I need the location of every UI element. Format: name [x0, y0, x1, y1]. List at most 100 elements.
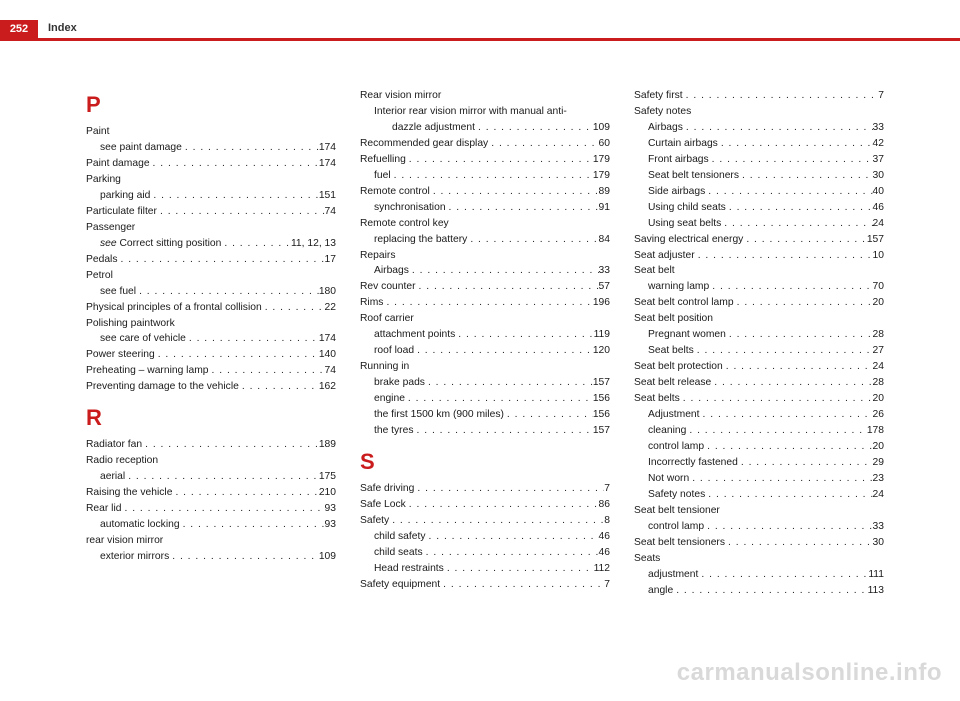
entry-leader: . . . . . . . . . . . . . . . . . . . . … [155, 347, 319, 363]
entry-page: 7 [604, 481, 610, 497]
entry-page: 109 [593, 120, 610, 136]
entry-leader: . . . . . . . . . . . . . . . . . . . . … [117, 252, 324, 268]
entry-page: 10 [873, 248, 884, 264]
index-entry: see Correct sitting position . . . . . .… [86, 236, 336, 252]
entry-label: Passenger [86, 220, 135, 236]
entry-leader: . . . . . . . . . . . . . . . . . . . . … [157, 204, 325, 220]
entry-leader: . . . . . . . . . . . . . . . . . . . . … [725, 535, 873, 551]
entry-label: Airbags [648, 120, 683, 136]
entry-label: control lamp [648, 439, 704, 455]
entry-label: fuel [374, 168, 391, 184]
index-entry: Seat belts . . . . . . . . . . . . . . .… [634, 343, 884, 359]
entry-label: Seat belt tensioner [634, 503, 720, 519]
index-entry: attachment points . . . . . . . . . . . … [360, 327, 610, 343]
entry-leader: . . . . . . . . . . . . . . . . . . . . … [121, 501, 324, 517]
index-entry: Preventing damage to the vehicle . . . .… [86, 379, 336, 395]
entry-page: 11, 12, 13 [291, 236, 336, 252]
entry-page: 178 [867, 423, 884, 439]
entry-page: 89 [599, 184, 610, 200]
index-entry: fuel . . . . . . . . . . . . . . . . . .… [360, 168, 610, 184]
index-entry: Saving electrical energy . . . . . . . .… [634, 232, 884, 248]
entry-leader: . . . . . . . . . . . . . . . . . . . . … [743, 232, 866, 248]
entry-page: 57 [599, 279, 610, 295]
entry-page: 30 [873, 168, 884, 184]
entry-label: rear vision mirror [86, 533, 163, 549]
entry-leader: . . . . . . . . . . . . . . . . . . . . … [221, 236, 291, 252]
entry-label: the tyres [374, 423, 414, 439]
section-letter: P [86, 88, 336, 122]
entry-page: 157 [593, 423, 610, 439]
entry-label: Safety [360, 513, 389, 529]
index-entry: control lamp . . . . . . . . . . . . . .… [634, 519, 884, 535]
index-entry: Side airbags . . . . . . . . . . . . . .… [634, 184, 884, 200]
index-entry: the tyres . . . . . . . . . . . . . . . … [360, 423, 610, 439]
entry-label: automatic locking [100, 517, 180, 533]
entry-leader: . . . . . . . . . . . . . . . . . . . . … [172, 485, 318, 501]
entry-page: 91 [599, 200, 610, 216]
entry-leader: . . . . . . . . . . . . . . . . . . . . … [504, 407, 593, 423]
entry-leader: . . . . . . . . . . . . . . . . . . . . … [262, 300, 325, 316]
entry-page: 28 [873, 327, 884, 343]
entry-leader: . . . . . . . . . . . . . . . . . . . . … [711, 375, 872, 391]
entry-leader: . . . . . . . . . . . . . . . . . . . . … [683, 88, 879, 104]
entry-label: see fuel [100, 284, 136, 300]
entry-label: Using child seats [648, 200, 726, 216]
index-entry: Rear vision mirror . . . . . . . . . . .… [360, 88, 610, 104]
entry-label: Raising the vehicle [86, 485, 172, 501]
entry-label: Seat belt tensioners [634, 535, 725, 551]
entry-page: 46 [599, 545, 610, 561]
entry-label: Safety first [634, 88, 683, 104]
entry-leader: . . . . . . . . . . . . . . . . . . . . … [414, 423, 593, 439]
index-entry: see paint damage . . . . . . . . . . . .… [86, 140, 336, 156]
index-entry: Seat belt . . . . . . . . . . . . . . . … [634, 263, 884, 279]
entry-label: synchronisation [374, 200, 446, 216]
entry-page: 93 [325, 517, 336, 533]
index-entry: Curtain airbags . . . . . . . . . . . . … [634, 136, 884, 152]
entry-leader: . . . . . . . . . . . . . . . . . . . . … [430, 184, 599, 200]
entry-label: Repairs [360, 248, 395, 264]
entry-label: Power steering [86, 347, 155, 363]
entry-label: Not worn [648, 471, 689, 487]
index-entry: Safety equipment . . . . . . . . . . . .… [360, 577, 610, 593]
entry-page: 74 [325, 363, 336, 379]
entry-page: 70 [873, 279, 884, 295]
index-entry: Refuelling . . . . . . . . . . . . . . .… [360, 152, 610, 168]
entry-label: Front airbags [648, 152, 709, 168]
entry-page: 20 [873, 295, 884, 311]
entry-leader: . . . . . . . . . . . . . . . . . . . . … [182, 140, 319, 156]
entry-page: 24 [873, 216, 884, 232]
entry-page: 120 [593, 343, 610, 359]
entry-label: see paint damage [100, 140, 182, 156]
entry-page: 33 [873, 120, 884, 136]
entry-leader: . . . . . . . . . . . . . . . . . . . . … [723, 359, 873, 375]
entry-label: angle [648, 583, 673, 599]
index-entry: Remote control key . . . . . . . . . . .… [360, 216, 610, 232]
entry-label: roof load [374, 343, 414, 359]
entry-leader: . . . . . . . . . . . . . . . . . . . . … [186, 331, 319, 347]
index-entry: Pregnant women . . . . . . . . . . . . .… [634, 327, 884, 343]
index-entry: Polishing paintwork . . . . . . . . . . … [86, 316, 336, 332]
entry-page: 46 [873, 200, 884, 216]
entry-leader: . . . . . . . . . . . . . . . . . . . . … [423, 545, 599, 561]
entry-page: 27 [873, 343, 884, 359]
entry-leader: . . . . . . . . . . . . . . . . . . . . … [180, 517, 325, 533]
entry-label: Preventing damage to the vehicle [86, 379, 239, 395]
index-columns: PPaint . . . . . . . . . . . . . . . . .… [86, 88, 876, 599]
header-rule [0, 38, 960, 41]
index-entry: Particulate filter . . . . . . . . . . .… [86, 204, 336, 220]
index-entry: Remote control . . . . . . . . . . . . .… [360, 184, 610, 200]
entry-page: 156 [593, 407, 610, 423]
entry-label: Using seat belts [648, 216, 721, 232]
entry-label: exterior mirrors [100, 549, 169, 565]
index-entry: child safety . . . . . . . . . . . . . .… [360, 529, 610, 545]
entry-label: Rev counter [360, 279, 416, 295]
entry-leader: . . . . . . . . . . . . . . . . . . . . … [694, 343, 873, 359]
entry-leader: . . . . . . . . . . . . . . . . . . . . … [383, 295, 592, 311]
index-entry: Safety notes . . . . . . . . . . . . . .… [634, 487, 884, 503]
entry-page: 74 [325, 204, 336, 220]
entry-label: Curtain airbags [648, 136, 718, 152]
entry-label: Running in [360, 359, 409, 375]
index-entry: Seats . . . . . . . . . . . . . . . . . … [634, 551, 884, 567]
entry-page: 42 [873, 136, 884, 152]
entry-leader: . . . . . . . . . . . . . . . . . . . . … [414, 481, 604, 497]
